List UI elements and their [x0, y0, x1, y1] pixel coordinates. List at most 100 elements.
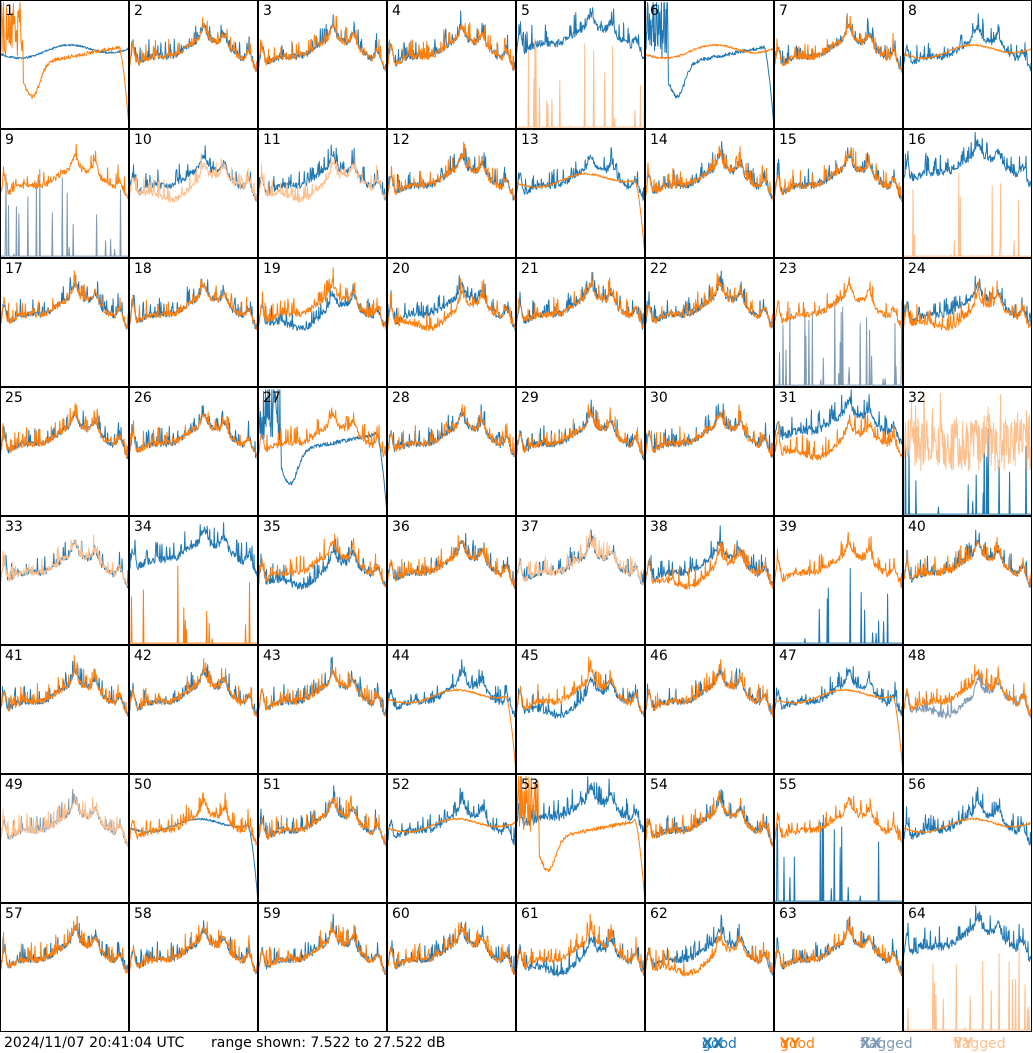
panel-label-56: 56 [908, 777, 926, 793]
panel-label-51: 51 [263, 777, 281, 793]
spectrum-panel-64: 64 [903, 903, 1032, 1032]
series-yy-58 [129, 921, 258, 974]
series-yy-8 [903, 43, 1032, 60]
series-xx-31 [774, 389, 903, 447]
panel-frame-37 [516, 516, 645, 645]
series-yy-15 [774, 147, 903, 202]
panel-label-48: 48 [908, 648, 926, 664]
spectrum-panel-43: 43 [258, 645, 387, 774]
spectrum-plot-46 [645, 645, 774, 774]
spectrum-panel-51: 51 [258, 774, 387, 903]
series-xx-30 [645, 403, 774, 460]
panel-frame-53 [516, 774, 645, 903]
panel-frame-21 [516, 258, 645, 387]
panel-frame-54 [645, 774, 774, 903]
series-yy-27 [258, 407, 387, 458]
panel-label-11: 11 [263, 132, 281, 148]
series-yy-5 [516, 38, 645, 128]
panel-frame-42 [129, 645, 258, 774]
panel-frame-33 [0, 516, 129, 645]
panel-label-41: 41 [5, 648, 23, 664]
panel-label-20: 20 [392, 261, 410, 277]
panel-frame-60 [387, 903, 516, 1032]
panel-frame-49 [0, 774, 129, 903]
series-xx-32 [903, 427, 1032, 515]
panel-frame-10 [129, 129, 258, 258]
spectrum-plot-62 [645, 903, 774, 1032]
panel-label-3: 3 [263, 3, 272, 19]
spectrum-plot-15 [774, 129, 903, 258]
panel-frame-18 [129, 258, 258, 387]
series-xx-55 [774, 814, 903, 902]
spectrum-panel-52: 52 [387, 774, 516, 903]
spectrum-plot-23 [774, 258, 903, 387]
spectrum-panel-36: 36 [387, 516, 516, 645]
spectrum-plot-3 [258, 0, 387, 129]
spectrum-plot-53 [516, 774, 645, 903]
spectrum-panel-15: 15 [774, 129, 903, 258]
spectrum-panel-23: 23 [774, 258, 903, 387]
spectrum-panel-20: 20 [387, 258, 516, 387]
panel-label-16: 16 [908, 132, 926, 148]
legend-flagged-yy-pol: YY [953, 1036, 974, 1052]
spectrum-panel-6: 6 [645, 0, 774, 129]
panel-frame-39 [774, 516, 903, 645]
series-yy-37 [516, 529, 645, 590]
series-yy-31 [774, 414, 903, 461]
series-yy-9 [0, 144, 129, 203]
spectrum-panel-45: 45 [516, 645, 645, 774]
panel-frame-1 [0, 0, 129, 129]
series-xx-21 [516, 272, 645, 330]
series-yy-54 [645, 790, 774, 848]
panel-label-61: 61 [521, 906, 539, 922]
spectrum-plot-63 [774, 903, 903, 1032]
spectrum-panel-37: 37 [516, 516, 645, 645]
series-yy-23 [774, 276, 903, 331]
series-yy-12 [387, 141, 516, 201]
panel-frame-3 [258, 0, 387, 129]
spectrum-plot-32 [903, 387, 1032, 516]
spectrum-panel-25: 25 [0, 387, 129, 516]
series-xx-60 [387, 921, 516, 975]
panel-frame-55 [774, 774, 903, 903]
panel-label-17: 17 [5, 261, 23, 277]
series-yy-53 [516, 776, 645, 902]
spectrum-panel-49: 49 [0, 774, 129, 903]
series-yy-7 [774, 13, 903, 74]
panel-frame-8 [903, 0, 1032, 129]
spectrum-plot-12 [387, 129, 516, 258]
series-yy-13 [516, 172, 645, 257]
series-xx-14 [645, 140, 774, 200]
series-xx-46 [645, 668, 774, 717]
panel-label-10: 10 [134, 132, 152, 148]
series-yy-33 [0, 534, 129, 586]
series-yy-55 [774, 795, 903, 848]
panel-label-23: 23 [779, 261, 797, 277]
spectrum-panel-50: 50 [129, 774, 258, 903]
spectrum-plot-24 [903, 258, 1032, 387]
spectrum-plot-9 [0, 129, 129, 258]
spectrum-panel-28: 28 [387, 387, 516, 516]
panel-label-49: 49 [5, 777, 23, 793]
spectrum-plot-33 [0, 516, 129, 645]
panel-frame-40 [903, 516, 1032, 645]
spectrum-panel-40: 40 [903, 516, 1032, 645]
panel-label-50: 50 [134, 777, 152, 793]
spectrum-panel-3: 3 [258, 0, 387, 129]
spectrum-plot-42 [129, 645, 258, 774]
panel-label-2: 2 [134, 3, 143, 19]
series-yy-41 [0, 654, 129, 719]
panel-frame-11 [258, 129, 387, 258]
spectrum-panel-58: 58 [129, 903, 258, 1032]
spectrum-panel-29: 29 [516, 387, 645, 516]
spectrum-plot-44 [387, 645, 516, 774]
series-xx-62 [645, 914, 774, 976]
panel-label-32: 32 [908, 390, 926, 406]
spectrum-plot-55 [774, 774, 903, 903]
spectrum-plot-28 [387, 387, 516, 516]
spectrum-panel-61: 61 [516, 903, 645, 1032]
panel-frame-26 [129, 387, 258, 516]
spectrum-panel-46: 46 [645, 645, 774, 774]
spectrum-panel-63: 63 [774, 903, 903, 1032]
